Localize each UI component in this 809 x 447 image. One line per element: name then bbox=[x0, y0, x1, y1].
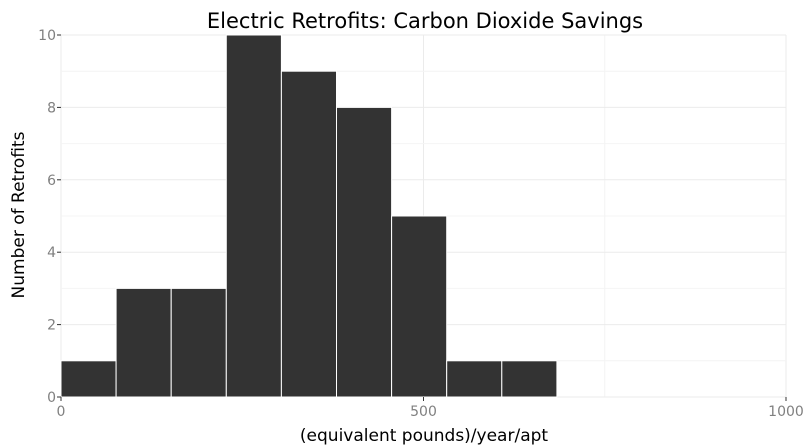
histogram-bar bbox=[115, 287, 172, 398]
x-axis-label: (equivalent pounds)/year/apt bbox=[300, 426, 548, 446]
histogram-bar bbox=[391, 215, 448, 398]
histogram-bar bbox=[446, 360, 503, 398]
histogram-bar bbox=[501, 360, 558, 398]
bars bbox=[60, 34, 558, 398]
x-tick-label: 0 bbox=[57, 404, 66, 420]
y-tick-label: 8 bbox=[47, 100, 56, 116]
histogram-bar bbox=[225, 34, 282, 398]
histogram-bar bbox=[280, 70, 337, 398]
y-axis-label: Number of Retrofits bbox=[9, 131, 29, 298]
chart-title: Electric Retrofits: Carbon Dioxide Savin… bbox=[207, 9, 643, 33]
histogram-bar bbox=[170, 287, 227, 398]
y-tick-label: 6 bbox=[47, 173, 56, 189]
y-tick-label: 10 bbox=[38, 28, 56, 44]
y-tick-label: 4 bbox=[47, 245, 56, 261]
x-tick-label: 500 bbox=[410, 404, 437, 420]
y-tick-label: 2 bbox=[47, 318, 56, 334]
axis-ticks: 0 2 4 6 8 10 0 500 1000 bbox=[38, 28, 804, 420]
y-tick-label: 0 bbox=[47, 390, 56, 406]
x-tick-label: 1000 bbox=[768, 404, 804, 420]
histogram-bar bbox=[336, 106, 393, 398]
histogram-bar bbox=[60, 360, 117, 398]
